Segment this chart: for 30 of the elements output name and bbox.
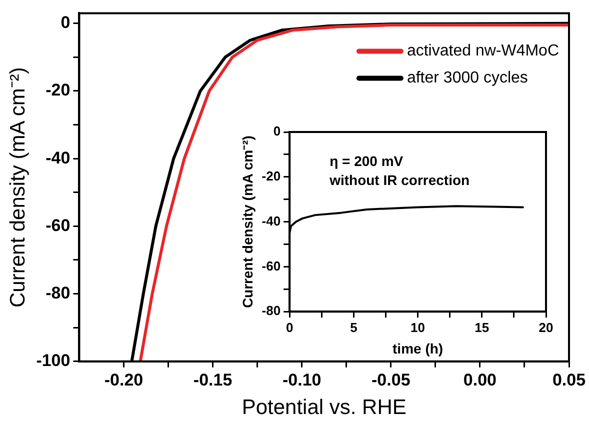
y-axis-title: Current density (mA cm⁻²) [6, 67, 30, 308]
y-tick-label: 0 [60, 13, 70, 32]
y-tick-label: -20 [262, 168, 281, 184]
y-tick-label: -80 [262, 303, 281, 318]
x-tick-label: -0.20 [104, 370, 144, 390]
annotation: η = 200 mV [330, 152, 404, 169]
x-tick-label: 15 [474, 320, 490, 335]
x-tick-label: 20 [538, 320, 554, 335]
y-tick-label: 0 [273, 124, 281, 139]
y-tick-label: -60 [262, 258, 281, 274]
y-axis-title: Current density (mA cm⁻²) [239, 136, 256, 308]
x-tick-label: 5 [350, 320, 358, 335]
annotation: without IR correction [328, 172, 470, 188]
x-tick-label: -0.05 [372, 370, 410, 390]
x-axis-title: time (h) [392, 340, 444, 356]
y-tick-label: -20 [46, 80, 70, 100]
x-tick-label: -0.10 [282, 370, 322, 390]
x-axis-title: Potential vs. RHE [242, 396, 406, 420]
x-tick-label: 0 [286, 320, 294, 335]
x-tick-label: -0.15 [193, 370, 232, 390]
legend-label: after 3000 cycles [406, 70, 528, 87]
y-tick-label: -100 [36, 351, 70, 370]
y-tick-label: -40 [262, 213, 281, 228]
y-tick-label: -80 [46, 283, 70, 302]
x-tick-label: 0.00 [463, 370, 496, 390]
y-tick-label: -40 [46, 148, 70, 168]
y-tick-label: -60 [46, 216, 70, 235]
legend-label: activated nw-W4MoC [406, 42, 559, 60]
x-tick-label: 10 [410, 320, 426, 335]
x-tick-label: 0.05 [552, 370, 586, 390]
